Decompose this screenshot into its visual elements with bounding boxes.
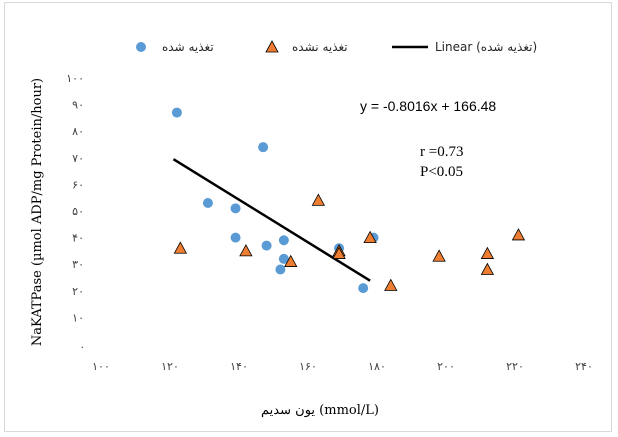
x-tick-label: ۱۸۰ bbox=[368, 360, 386, 373]
data-point-unfed bbox=[311, 193, 326, 206]
data-point-unfed bbox=[432, 249, 446, 262]
y-tick-label: ۵۰ bbox=[72, 205, 84, 218]
y-tick-label: ۹۰ bbox=[72, 99, 84, 112]
data-point-fed bbox=[230, 203, 241, 214]
trendline bbox=[172, 158, 371, 282]
data-point-fed bbox=[358, 283, 369, 294]
data-point-unfed bbox=[511, 228, 526, 241]
y-tick-label: ۱۰۰ bbox=[66, 72, 84, 85]
data-point-fed bbox=[261, 240, 272, 251]
x-tick-label: ۱۶۰ bbox=[299, 360, 317, 373]
data-point-unfed bbox=[384, 278, 398, 291]
legend-marker-fed bbox=[136, 42, 146, 52]
correlation-r: r =0.73 bbox=[420, 144, 463, 160]
y-tick-label: ۳۰ bbox=[72, 258, 84, 271]
legend-label-fed: تغذیه شده bbox=[162, 40, 214, 54]
x-tick-label: ۲۲۰ bbox=[506, 360, 524, 373]
y-tick-label: ۶۰ bbox=[72, 178, 84, 191]
data-point-unfed bbox=[480, 246, 495, 259]
data-point-fed bbox=[278, 253, 289, 264]
y-tick-label: ۲۰ bbox=[72, 285, 84, 298]
data-point-unfed bbox=[480, 262, 495, 275]
trendline-equation: y = -0.8016x + 166.48 bbox=[360, 98, 496, 114]
data-point-fed bbox=[171, 107, 182, 118]
data-point-fed bbox=[230, 232, 241, 243]
y-tick-label: ۸۰ bbox=[72, 125, 84, 138]
x-tick-label: ۲۰۰ bbox=[437, 360, 455, 373]
x-axis-title: یون سدیم (mmol/L) bbox=[261, 403, 379, 418]
data-point-unfed bbox=[173, 241, 188, 254]
data-point-fed bbox=[275, 264, 286, 275]
x-tick-label: ۱۲۰ bbox=[161, 360, 179, 373]
axes: ۱۰۰ ۱۲۰ ۱۴۰ ۱۶۰ ۱۸۰ ۲۰۰ ۲۲۰ ۲۴۰. ۱۰ ۲۰ ۳۰ ۴۰ ۵۰ ۶۰ ۷۰ ۸… bbox=[66, 72, 593, 373]
y-tick-label: . bbox=[81, 338, 85, 351]
y-tick-label: ۱۰ bbox=[72, 311, 84, 324]
data-point-unfed bbox=[284, 254, 298, 267]
x-tick-label: ۲۴۰ bbox=[575, 360, 593, 373]
data-point-unfed bbox=[363, 230, 377, 244]
legend-label-unfed: تغذیه نشده bbox=[292, 40, 348, 54]
data-point-fed bbox=[278, 235, 289, 246]
legend-label-linear: Linear (تغذیه شده) bbox=[435, 40, 537, 54]
y-axis-title: NaKATPase (µmol ADP/mg Protein/hour) bbox=[30, 78, 45, 346]
y-tick-label: ۷۰ bbox=[72, 152, 84, 165]
data-point-fed bbox=[202, 198, 213, 209]
data-point-fed bbox=[258, 142, 269, 153]
x-tick-label: ۱۰۰ bbox=[92, 360, 110, 373]
legend-marker-unfed bbox=[265, 40, 279, 53]
data-point-unfed bbox=[332, 246, 346, 259]
y-tick-label: ۴۰ bbox=[72, 232, 84, 245]
plot-area bbox=[171, 107, 526, 294]
chart-frame bbox=[4, 2, 612, 432]
x-tick-label: ۱۴۰ bbox=[230, 360, 248, 373]
legend: تغذیه شده تغذیه نشده Linear (تغذیه شده) bbox=[136, 40, 537, 54]
p-value: P<0.05 bbox=[420, 164, 463, 180]
data-point-unfed bbox=[239, 244, 253, 257]
